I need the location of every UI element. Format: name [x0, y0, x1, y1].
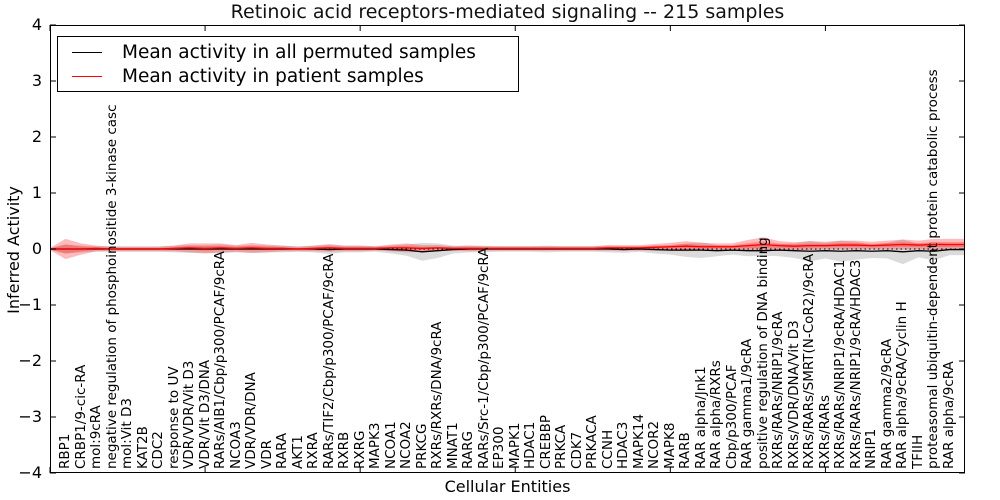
x-tick-label: RARs/Src-1/Cbp/p300/PCAF/9cRA: [475, 247, 492, 469]
x-tick-label: response to UV: [165, 366, 182, 469]
chart-title: Retinoic acid receptors-mediated signali…: [230, 1, 785, 23]
x-tick-label: RXRB: [336, 431, 353, 469]
x-tick-label: MAPK8: [661, 422, 678, 469]
x-tick-label: KAT2B: [134, 426, 151, 469]
x-tick-label: VDR/VDR/Vit D3: [181, 360, 198, 469]
y-tick-label: −4: [18, 463, 42, 482]
x-tick-label: RARA: [274, 432, 291, 469]
legend-item-patient: Mean activity in patient samples: [58, 64, 518, 88]
x-tick-label: proteasomal ubiquitin-dependent protein …: [925, 69, 942, 469]
x-tick-label: HDAC3: [615, 421, 632, 469]
x-tick-label: RAR alpha/9cRA/Cyclin H: [894, 301, 911, 469]
y-tick-label: 1: [31, 183, 42, 202]
y-tick-label: 2: [31, 127, 42, 146]
x-tick-label: MAPK3: [367, 422, 384, 469]
x-tick-label: HDAC1: [522, 421, 539, 469]
x-tick-label: VDR/VDR/DNA: [243, 372, 260, 469]
legend-label-patient: Mean activity in patient samples: [122, 65, 424, 87]
patient-inner-band: [50, 241, 965, 254]
legend-item-permuted: Mean activity in all permuted samples: [58, 40, 518, 64]
x-tick-label: RAR alpha/Jnk1: [692, 366, 709, 469]
x-tick-label: MNAT1: [444, 422, 461, 469]
x-tick-label: RARB: [677, 432, 694, 469]
x-tick-label: RARs/AIB1/Cbp/p300/PCAF/9cRA: [212, 251, 229, 469]
y-tick-label: 4: [31, 15, 42, 34]
y-tick-label: −2: [18, 351, 42, 370]
x-tick-label: RAR alpha/RXRs: [708, 360, 725, 469]
x-axis-label: Cellular Entities: [444, 477, 571, 496]
x-tick-label: MAPK14: [630, 413, 647, 469]
y-tick-label: −1: [18, 295, 42, 314]
x-tick-label: RXRs/RARs/NRIP1/9cRA: [770, 311, 787, 469]
x-tick-label: VDR: [258, 439, 275, 469]
x-tick-label: PRKCA: [553, 424, 570, 469]
x-tick-label: RXRs/RARs: [816, 394, 833, 469]
x-tick-label: mol:Vit D3: [119, 398, 136, 469]
x-tick-label: NCOA1: [382, 421, 399, 469]
x-tick-label: mol:9cRA: [88, 405, 105, 469]
x-tick-label: PRKCG: [413, 423, 430, 469]
x-tick-label: CDC2: [150, 431, 167, 469]
x-tick-label: EP300: [491, 426, 508, 469]
x-tick-label: CDK7: [568, 431, 585, 469]
x-tick-label: NRIP1: [863, 428, 880, 469]
x-tick-label: positive regulation of DNA binding: [754, 237, 771, 469]
legend-label-permuted: Mean activity in all permuted samples: [122, 41, 476, 63]
legend-line-permuted-icon: [72, 51, 102, 53]
x-tick-label: NCOA3: [227, 421, 244, 469]
x-tick-label: NCOA2: [398, 421, 415, 469]
x-tick-label: CREBBP: [537, 415, 554, 469]
x-tick-label: TFIIH: [909, 434, 926, 469]
permuted-std-band: [50, 239, 965, 265]
x-tick-label: AKT1: [289, 435, 306, 469]
x-tick-label: RXRG: [351, 430, 368, 469]
x-tick-label: RARs/TIF2/Cbp/p300/PCAF/9cRA: [320, 253, 337, 469]
x-tick-label: PRKACA: [584, 415, 601, 469]
x-tick-label: negative regulation of phosphoinositide …: [103, 104, 120, 470]
x-tick-label: CCNH: [599, 429, 616, 469]
x-tick-label: VDR/Vit D3/DNA: [196, 359, 213, 469]
x-tick-label: RARG: [460, 431, 477, 469]
x-tick-label: NCOR2: [646, 420, 663, 469]
x-tick-label: Cbp/p300/PCAF: [723, 364, 740, 469]
x-tick-label: RXRs/RARs/NRIP1/9cRA/HDAC3: [847, 259, 864, 469]
x-tick-label: RBP1: [57, 433, 73, 469]
x-tick-label: RXRs/VDR/DNA/Vit D3: [785, 320, 802, 469]
x-tick-label: RAR alpha/9cRA: [940, 361, 957, 469]
x-tick-label: CRBP1/9-cic-RA: [72, 364, 89, 469]
x-tick-label: MAPK1: [506, 422, 523, 469]
x-tick-label: RXRs/RARs/SMRT(N-CoR2)/9cRA: [801, 253, 818, 469]
patient-mean-line: [50, 243, 965, 250]
x-tick-label: RAR gamma2/9cRA: [878, 338, 895, 469]
x-tick-label: RXRs/RARs/NRIP1/9cRA/HDAC1: [832, 259, 849, 469]
x-tick-label: RXRA: [305, 432, 322, 469]
x-tick-label: RXRs/RXRs/DNA/9cRA: [429, 321, 446, 469]
x-tick-label: RAR gamma1/9cRA: [739, 338, 756, 469]
y-tick-label: 3: [31, 71, 42, 90]
legend: Mean activity in all permuted samples Me…: [57, 36, 519, 92]
y-tick-label: 0: [31, 239, 42, 258]
legend-line-patient-icon: [72, 75, 102, 77]
y-tick-label: −3: [18, 407, 42, 426]
